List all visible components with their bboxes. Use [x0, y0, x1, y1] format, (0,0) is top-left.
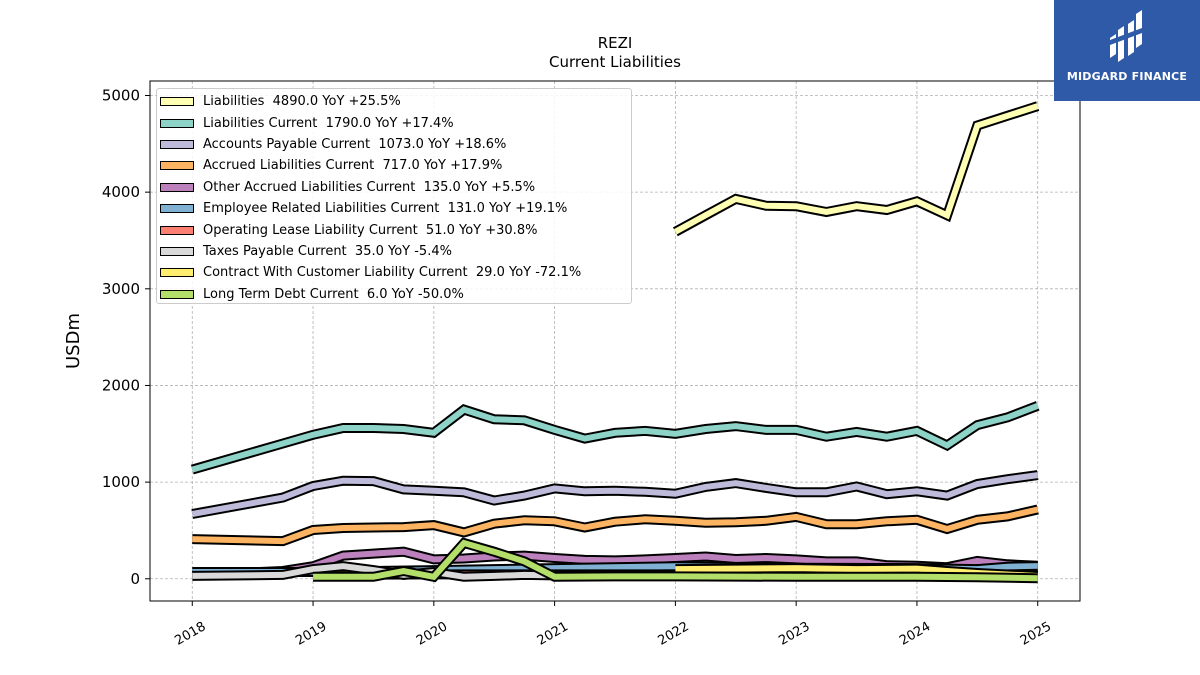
legend-swatch	[160, 268, 194, 278]
series-stroke	[313, 539, 1038, 582]
y-tick-label: 5000	[102, 86, 140, 104]
series-line	[192, 504, 1039, 547]
x-tick-label: 2022	[656, 619, 692, 649]
legend-swatch	[160, 139, 194, 149]
legend-label: Operating Lease Liability Current 51.0 Y…	[203, 222, 538, 238]
legend-label: Accrued Liabilities Current 717.0 YoY +1…	[203, 158, 503, 174]
legend-label: Liabilities 4890.0 YoY +25.5%	[203, 94, 401, 110]
y-tick-label: 1000	[102, 473, 140, 491]
series-outline	[190, 401, 1040, 475]
series-line	[191, 470, 1039, 519]
series-line	[313, 537, 1038, 584]
legend-item: Accounts Payable Current 1073.0 YoY +18.…	[160, 134, 631, 155]
legend-label: Other Accrued Liabilities Current 135.0 …	[203, 179, 536, 195]
plot-frame	[149, 80, 1081, 602]
legend-label: Contract With Customer Liability Current…	[203, 265, 582, 281]
x-tick-label: 2018	[172, 619, 208, 649]
x-tick-label: 2021	[535, 619, 571, 649]
x-tick-label: 2024	[897, 619, 933, 649]
series-line	[190, 401, 1040, 475]
legend-item: Employee Related Liabilities Current 131…	[160, 198, 631, 219]
legend-label: Long Term Debt Current 6.0 YoY -50.0%	[203, 286, 464, 302]
series-outline	[192, 504, 1039, 547]
y-tick-label: 0	[130, 570, 140, 588]
legend-swatch	[160, 161, 194, 171]
legend-swatch	[160, 182, 194, 192]
legend-swatch	[160, 289, 194, 299]
legend-item: Taxes Payable Current 35.0 YoY -5.4%	[160, 241, 631, 262]
legend-swatch	[160, 225, 194, 235]
series-stroke	[191, 472, 1039, 517]
legend-item: Operating Lease Liability Current 51.0 Y…	[160, 219, 631, 240]
legend-label: Liabilities Current 1790.0 YoY +17.4%	[203, 115, 454, 131]
legend-label: Accounts Payable Current 1073.0 YoY +18.…	[203, 136, 507, 152]
legend-swatch	[160, 118, 194, 128]
legend-item: Long Term Debt Current 6.0 YoY -50.0%	[160, 284, 631, 305]
y-tick-label: 4000	[102, 183, 140, 201]
brand-name: MIDGARD FINANCE	[1066, 70, 1188, 83]
legend-swatch	[160, 97, 194, 107]
series-stroke	[673, 103, 1039, 235]
chart-title: REZI	[598, 34, 633, 52]
chart-legend: Liabilities 4890.0 YoY +25.5% Liabilities…	[156, 88, 632, 304]
series-stroke	[192, 506, 1039, 545]
legend-item: Accrued Liabilities Current 717.0 YoY +1…	[160, 155, 631, 176]
legend-swatch	[160, 246, 194, 256]
y-axis-label: USDm	[63, 313, 84, 369]
legend-item: Liabilities 4890.0 YoY +25.5%	[160, 91, 631, 112]
y-tick-label: 3000	[102, 280, 140, 298]
series-line	[673, 101, 1040, 237]
x-tick-label: 2020	[414, 619, 450, 649]
legend-item: Other Accrued Liabilities Current 135.0 …	[160, 177, 631, 198]
legend-item: Contract With Customer Liability Current…	[160, 262, 631, 283]
legend-swatch	[160, 204, 194, 214]
x-tick-label: 2023	[776, 619, 812, 649]
series-lines	[190, 101, 1040, 584]
legend-label: Employee Related Liabilities Current 131…	[203, 201, 568, 217]
brand-mark-icon	[1110, 10, 1142, 62]
y-tick-label: 2000	[102, 376, 140, 394]
legend-label: Taxes Payable Current 35.0 YoY -5.4%	[203, 243, 452, 259]
x-tick-label: 2019	[293, 619, 329, 649]
chart-subtitle: Current Liabilities	[549, 53, 681, 71]
series-stroke	[191, 402, 1039, 473]
x-tick-label: 2025	[1018, 619, 1054, 649]
brand-logo: MIDGARD FINANCE	[1054, 0, 1200, 101]
legend-item: Liabilities Current 1790.0 YoY +17.4%	[160, 112, 631, 133]
